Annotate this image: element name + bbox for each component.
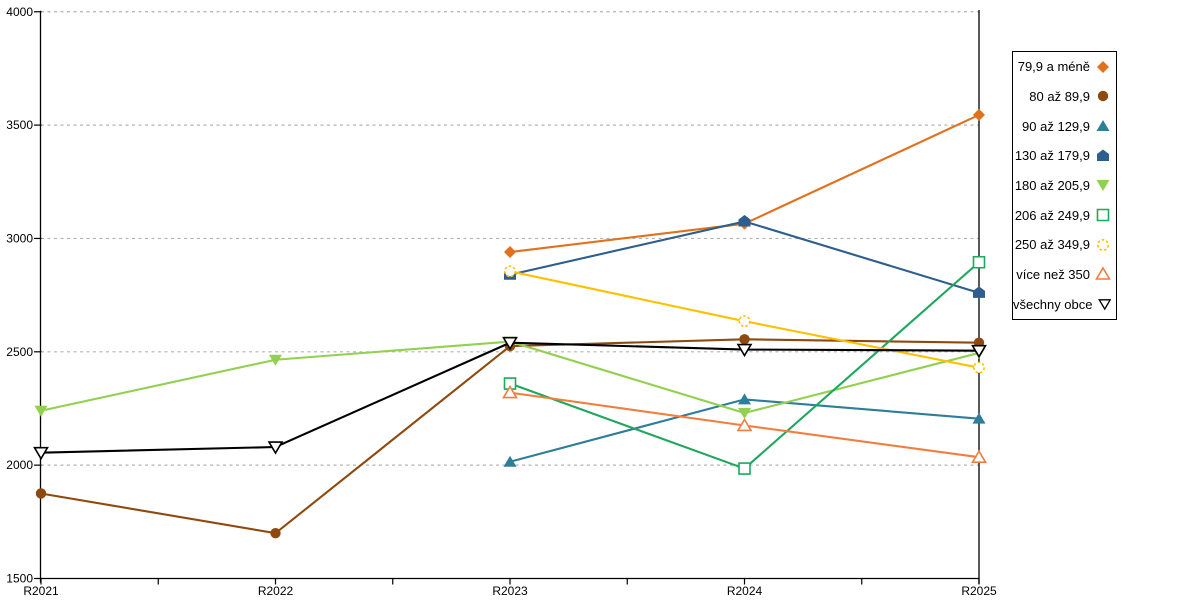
brown-circle-filled-icon bbox=[1097, 91, 1109, 102]
legend-item-label: 90 až 129,9 bbox=[1022, 118, 1090, 134]
x-tick-label: R2022 bbox=[258, 584, 294, 598]
legend-item: 79,9 a méně bbox=[1013, 52, 1116, 81]
data-point-marker bbox=[972, 412, 986, 424]
data-point-marker bbox=[738, 462, 751, 475]
data-point-marker bbox=[738, 214, 751, 227]
data-point-marker bbox=[971, 449, 987, 464]
legend-item: 250 až 349,9 bbox=[1013, 230, 1116, 259]
data-point-marker bbox=[502, 336, 518, 351]
data-point-marker bbox=[739, 334, 750, 345]
series-line bbox=[509, 220, 980, 294]
y-tick-label: 2000 bbox=[6, 458, 33, 472]
data-point-marker bbox=[34, 405, 48, 417]
data-point-marker bbox=[736, 417, 753, 432]
data-point-marker bbox=[736, 343, 753, 358]
x-tick-label: R2024 bbox=[727, 584, 763, 598]
legend-item-label: 206 až 249,9 bbox=[1014, 207, 1090, 223]
data-point-marker bbox=[503, 455, 517, 467]
series-line bbox=[509, 113, 980, 254]
y-tick-label: 1500 bbox=[6, 572, 33, 586]
data-point-marker bbox=[738, 315, 751, 328]
yellow-circle-open-icon bbox=[1097, 238, 1109, 251]
black-triangle-down-open-icon bbox=[1097, 299, 1111, 311]
blue-pentagon-filled-icon bbox=[1097, 149, 1109, 161]
legend-item: více než 350 bbox=[1013, 260, 1116, 289]
y-tick-label: 3500 bbox=[6, 118, 33, 132]
x-tick-label: R2025 bbox=[961, 584, 997, 598]
data-point-marker bbox=[972, 361, 985, 374]
legend-item-label: 250 až 349,9 bbox=[1014, 237, 1090, 253]
teal-triangle-up-filled-icon bbox=[1096, 120, 1110, 132]
blue-pentagon-filled-icon bbox=[1097, 149, 1109, 161]
green-triangle-down-filled-icon bbox=[1096, 180, 1110, 192]
x-tick-label: R2021 bbox=[23, 584, 59, 598]
legend: 79,9 a méně 80 až 89,9 90 až 129,9 130 až 1… bbox=[1012, 51, 1117, 320]
y-tick-label: 4000 bbox=[6, 5, 33, 19]
legend-item: 90 až 129,9 bbox=[1013, 112, 1116, 141]
legend-item-label: 79,9 a méně bbox=[1017, 59, 1090, 75]
legend-item-label: 180 až 205,9 bbox=[1014, 177, 1090, 193]
orange-triangle-up-open-icon bbox=[1095, 266, 1111, 281]
data-point-marker bbox=[33, 446, 49, 461]
x-tick-label: R2023 bbox=[492, 584, 528, 598]
data-point-marker bbox=[973, 286, 985, 298]
teal-triangle-up-filled-icon bbox=[1096, 120, 1110, 132]
y-tick-label: 3000 bbox=[6, 231, 33, 245]
data-point-marker bbox=[503, 265, 516, 278]
y-tick-label: 2500 bbox=[6, 345, 33, 359]
series-line bbox=[509, 261, 980, 470]
data-point-marker bbox=[504, 246, 516, 259]
legend-item: 80 až 89,9 bbox=[1013, 82, 1116, 111]
legend-item: 206 až 249,9 bbox=[1013, 201, 1116, 230]
data-point-marker bbox=[267, 441, 284, 455]
orange-triangle-up-open-icon bbox=[1095, 266, 1111, 281]
yellow-circle-open-icon bbox=[1097, 238, 1109, 251]
data-point-marker bbox=[973, 108, 985, 121]
data-point-marker bbox=[738, 393, 751, 405]
data-point-marker bbox=[35, 488, 47, 499]
legend-item-label: 80 až 89,9 bbox=[1029, 88, 1090, 104]
legend-item-label: 130 až 179,9 bbox=[1014, 148, 1090, 164]
green-triangle-down-filled-icon bbox=[1096, 180, 1110, 192]
data-point-marker bbox=[972, 255, 986, 269]
data-point-marker bbox=[971, 344, 987, 359]
data-point-marker bbox=[270, 527, 281, 539]
legend-item: 180 až 205,9 bbox=[1013, 171, 1116, 200]
series-line bbox=[40, 338, 980, 535]
legend-item: všechny obce bbox=[1013, 290, 1116, 319]
legend-item: 130 až 179,9 bbox=[1013, 141, 1116, 170]
data-point-marker bbox=[503, 377, 517, 390]
green-square-open-icon bbox=[1096, 208, 1110, 222]
black-triangle-down-open-icon bbox=[1097, 299, 1111, 311]
data-point-marker bbox=[738, 408, 751, 420]
legend-item-label: více než 350 bbox=[1016, 266, 1090, 282]
orange-diamond-filled-icon bbox=[1097, 60, 1109, 73]
legend-item-label: všechny obce bbox=[1013, 296, 1093, 312]
brown-circle-filled-icon bbox=[1097, 91, 1109, 102]
data-point-marker bbox=[269, 354, 282, 366]
data-point-marker bbox=[502, 385, 518, 399]
orange-diamond-filled-icon bbox=[1097, 60, 1109, 73]
green-square-open-icon bbox=[1096, 208, 1110, 222]
